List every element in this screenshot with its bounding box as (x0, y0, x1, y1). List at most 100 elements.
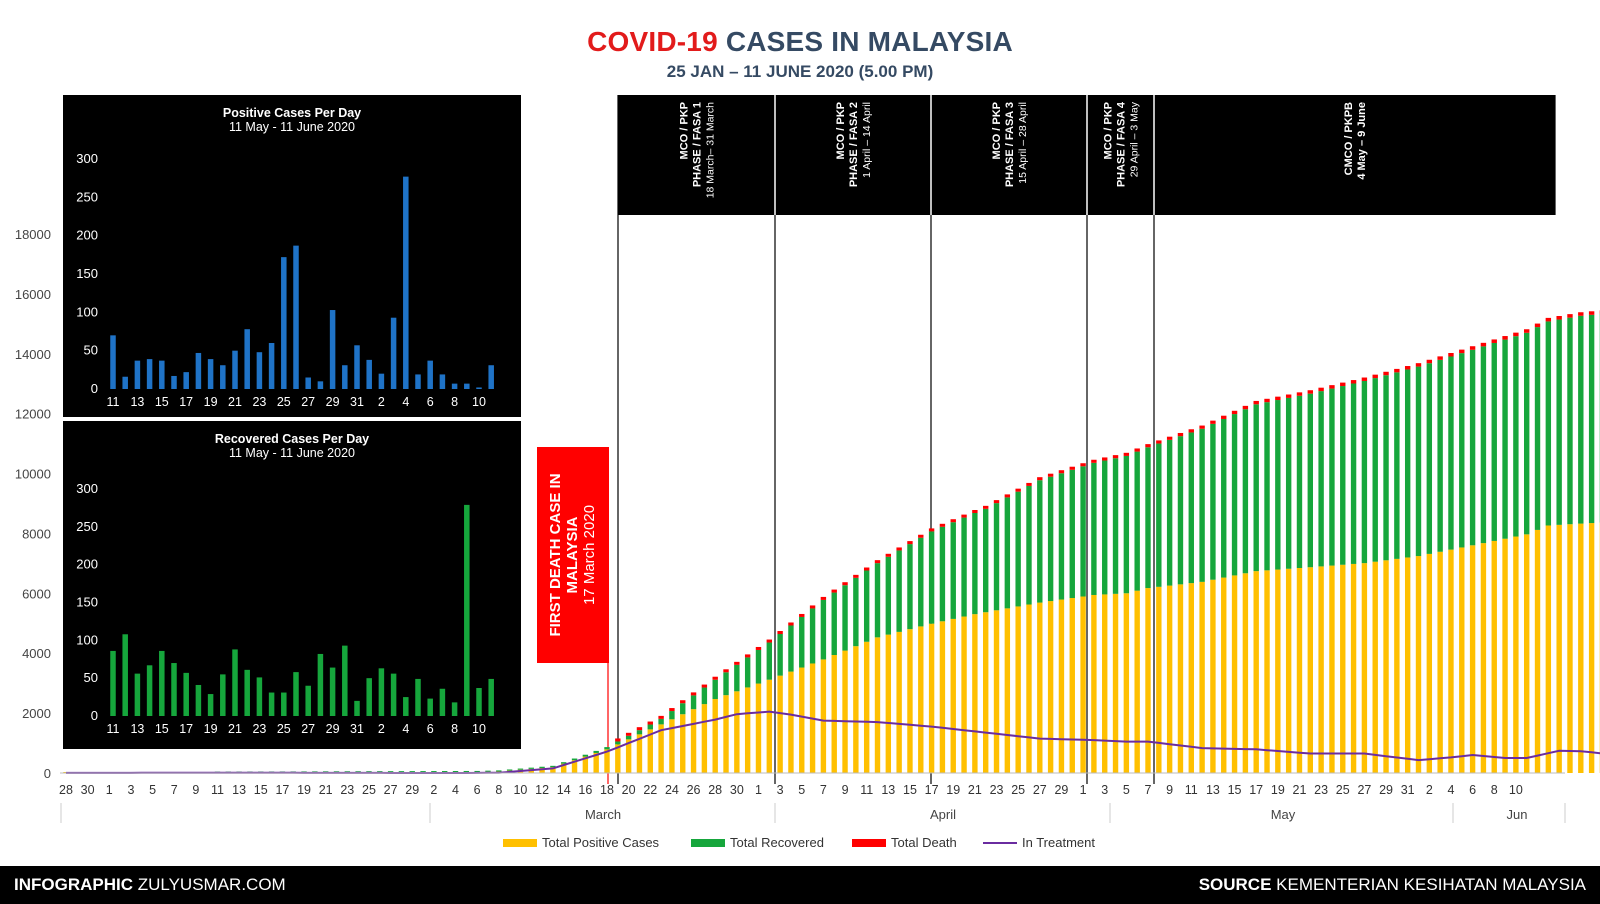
x-tick-label: 1 (1080, 783, 1087, 797)
bar-total-recovered (1134, 451, 1140, 591)
bar-total-recovered (820, 599, 827, 660)
x-tick-label: 10 (513, 783, 527, 797)
bar-total-positive (1340, 564, 1346, 773)
bar-total-positive (1296, 568, 1303, 773)
x-tick-label: 25 (362, 783, 376, 797)
legend-recovered-label: Total Recovered (730, 835, 824, 850)
bar-total-positive (1145, 588, 1151, 773)
inset-bar (366, 359, 372, 389)
x-tick-label: 15 (903, 783, 917, 797)
y-tick-label: 14000 (15, 347, 51, 362)
bar-total-recovered (1123, 455, 1130, 594)
inset-x-tick-label: 31 (350, 395, 364, 409)
bar-total-recovered (712, 679, 718, 700)
bar-total-death (1275, 396, 1281, 401)
bar-total-positive (766, 679, 772, 773)
phase-label: CMCO / PKPB 4 May – 9 June (1343, 102, 1368, 180)
x-tick-label: 15 (1228, 783, 1242, 797)
bar-total-recovered (582, 754, 589, 757)
x-tick-label: 5 (1123, 783, 1130, 797)
inset-bar (207, 694, 214, 716)
bar-total-recovered (463, 770, 470, 772)
y-tick-label: 18000 (15, 227, 51, 242)
bar-total-recovered (1534, 327, 1541, 530)
bar-total-recovered (1556, 319, 1562, 525)
bar-total-recovered (950, 522, 956, 619)
inset-bar (110, 650, 116, 716)
inset-bar (342, 645, 348, 716)
bar-total-positive (1459, 547, 1465, 773)
phase-label-line: MCO / PKP (679, 102, 691, 159)
bar-total-death (1556, 316, 1562, 320)
inset-x-tick-label: 10 (472, 395, 486, 409)
x-tick-label: 31 (1401, 783, 1415, 797)
inset-bar (122, 634, 128, 716)
phase-label-line: PHASE / FASA 4 (1116, 101, 1128, 187)
x-tick-label: 23 (990, 783, 1004, 797)
bar-total-recovered (1372, 378, 1378, 562)
bar-total-positive (1015, 606, 1021, 773)
bar-total-recovered (409, 771, 415, 772)
bar-total-positive (1123, 593, 1130, 773)
x-tick-label: 9 (842, 783, 849, 797)
bar-total-positive (1513, 536, 1519, 773)
bar-total-recovered (1350, 383, 1357, 564)
inset-bar (293, 245, 299, 389)
bar-total-recovered (528, 767, 534, 769)
bar-total-death (939, 523, 946, 527)
bar-total-recovered (1275, 400, 1281, 570)
bar-total-death (1091, 459, 1097, 463)
bar-total-recovered (799, 616, 805, 668)
bar-total-death (1480, 342, 1487, 347)
inset-bar (220, 674, 226, 716)
bar-total-positive (1134, 590, 1140, 773)
footer-source: SOURCE KEMENTERIAN KESIHATAN MALAYSIA (1199, 875, 1586, 895)
inset-bar (195, 684, 202, 716)
footer-credit-site: ZULYUSMAR.COM (137, 875, 286, 894)
inset-bar (244, 669, 250, 716)
bar-total-recovered (1091, 462, 1097, 595)
inset-bar (305, 377, 311, 389)
bar-total-death (1231, 410, 1238, 415)
inset-subtitle: 11 May - 11 June 2020 (229, 120, 355, 134)
bar-total-death (1491, 339, 1497, 343)
x-tick-label: 1 (106, 783, 113, 797)
bar-total-recovered (1578, 315, 1584, 524)
bar-total-positive (788, 671, 794, 773)
bar-total-death (734, 661, 740, 665)
bar-total-death (842, 582, 848, 586)
first-death-line2: MALAYSIA (564, 516, 581, 593)
bar-total-death (1058, 470, 1065, 474)
bar-total-death (1437, 356, 1443, 360)
title-covid: COVID-19 (587, 26, 718, 57)
bar-total-death (1253, 400, 1259, 405)
inset-y-tick-label: 200 (76, 557, 98, 572)
bar-total-positive (582, 756, 589, 773)
bar-total-death (1112, 455, 1119, 459)
inset-x-tick-label: 23 (252, 395, 266, 409)
bar-total-positive (615, 744, 621, 773)
bar-total-positive (734, 691, 740, 773)
inset-bar (317, 653, 324, 716)
x-tick-label: 27 (1357, 783, 1371, 797)
first-death-label: FIRST DEATH CASE IN MALAYSIA 17 March 2020 (547, 473, 598, 636)
inset-x-tick-label: 17 (179, 395, 193, 409)
phase-label-line: PHASE / FASA 1 (692, 102, 704, 187)
bar-total-recovered (1307, 393, 1313, 568)
bar-total-positive (712, 699, 718, 773)
inset-y-tick-label: 200 (76, 228, 98, 243)
bar-total-death (1285, 394, 1292, 398)
inset-bar (244, 329, 250, 389)
bar-total-death (1513, 332, 1519, 337)
x-tick-label: 3 (1101, 783, 1108, 797)
inset-x-tick-label: 29 (326, 722, 340, 736)
bar-total-death (918, 534, 924, 538)
bar-total-positive (1166, 585, 1173, 773)
x-tick-label: 13 (1206, 783, 1220, 797)
bar-total-death (1361, 377, 1368, 381)
bar-total-death (1166, 436, 1173, 440)
x-tick-label: 7 (1145, 783, 1152, 797)
x-tick-label: 2 (1426, 783, 1433, 797)
inset-x-tick-label: 10 (472, 722, 486, 736)
bar-total-positive (593, 752, 599, 773)
